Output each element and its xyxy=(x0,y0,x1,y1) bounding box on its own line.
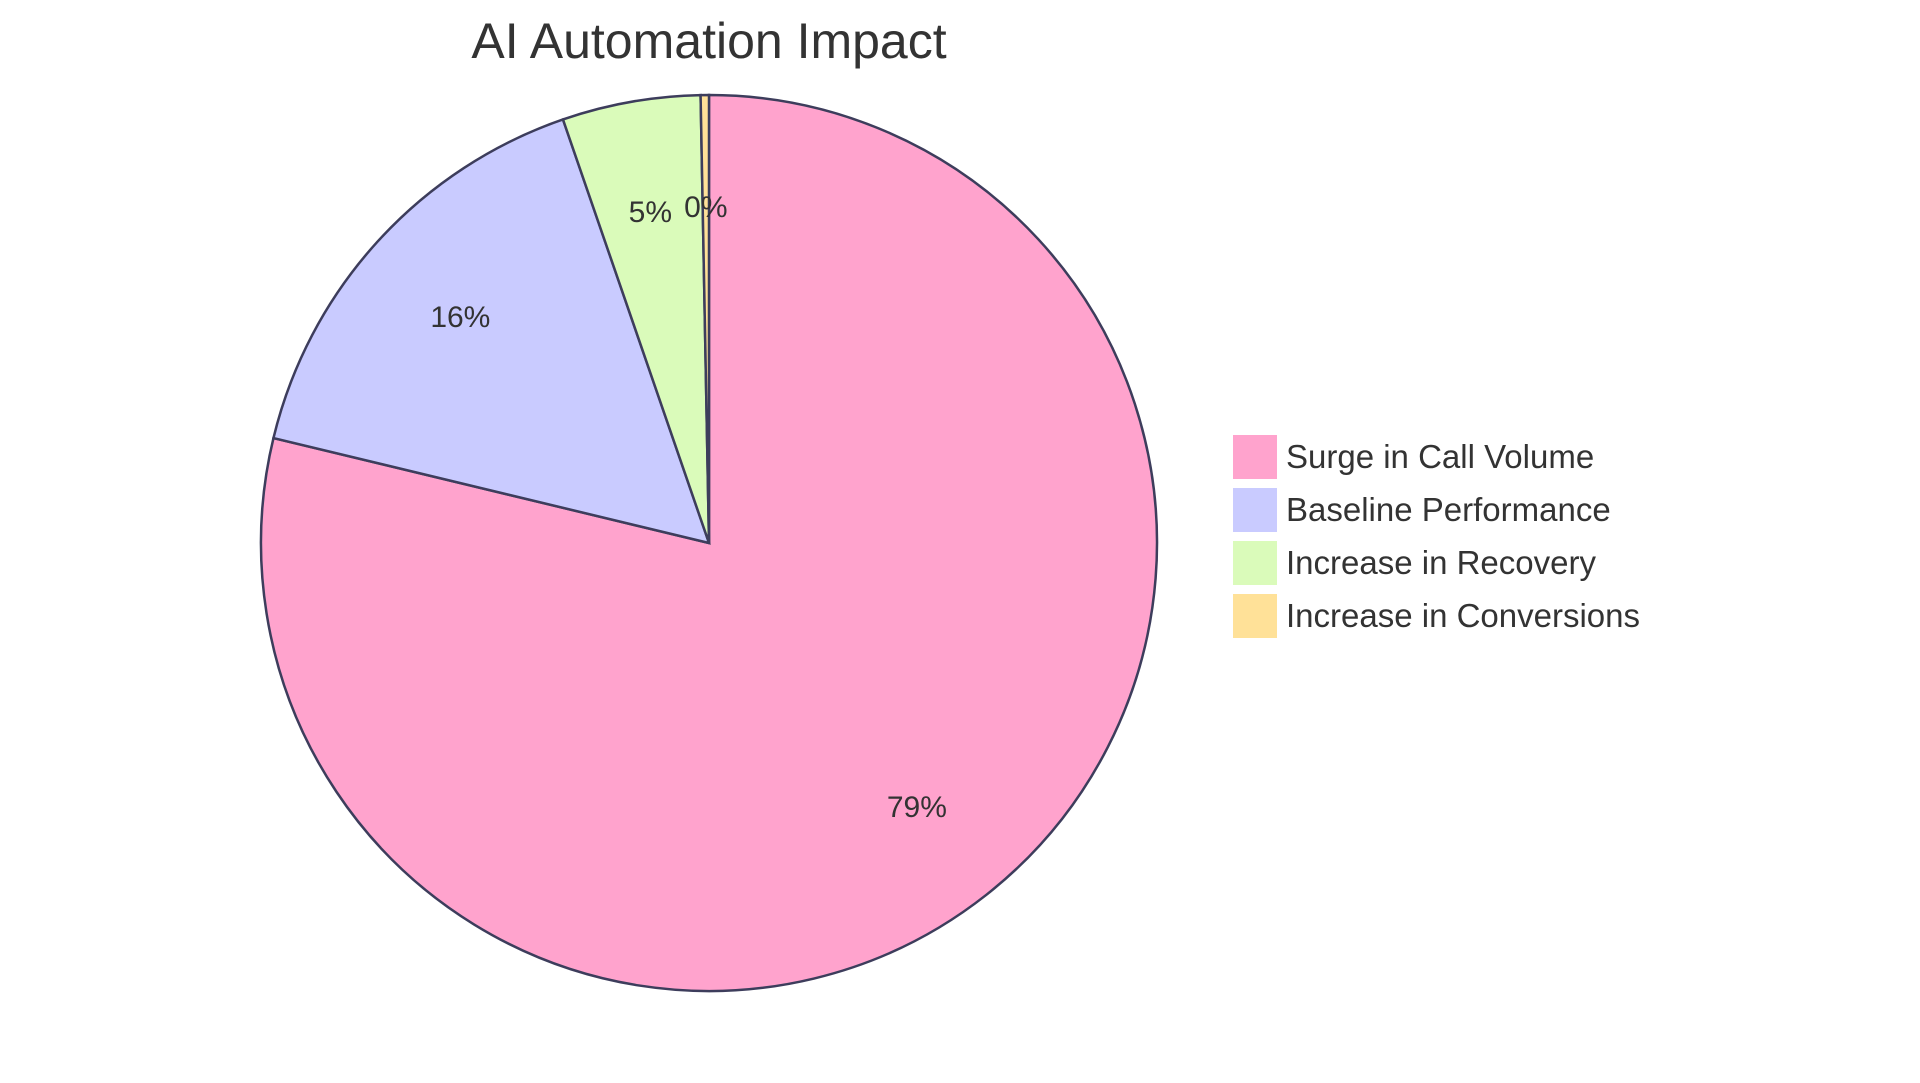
slice-label-increase-in-recovery: 5% xyxy=(629,196,672,229)
legend: Surge in Call Volume Baseline Performance… xyxy=(1233,435,1640,638)
legend-swatch-surge-in-call-volume xyxy=(1233,435,1277,479)
legend-label-surge-in-call-volume: Surge in Call Volume xyxy=(1286,438,1594,475)
pie-slices xyxy=(259,93,1159,993)
legend-label-increase-in-conversions: Increase in Conversions xyxy=(1286,597,1640,634)
pie-slice-labels: 79% 16% 5% 0% xyxy=(430,191,947,824)
pie-slice-increase-in-conversions xyxy=(699,93,711,544)
legend-label-baseline-performance: Baseline Performance xyxy=(1286,491,1611,528)
slice-label-increase-in-conversions: 0% xyxy=(684,191,727,224)
legend-label-increase-in-recovery: Increase in Recovery xyxy=(1286,544,1596,581)
pie-slice-baseline-performance xyxy=(271,117,711,545)
chart-title: AI Automation Impact xyxy=(471,13,946,69)
legend-swatch-increase-in-recovery xyxy=(1233,541,1277,585)
legend-swatch-increase-in-conversions xyxy=(1233,594,1277,638)
legend-swatch-baseline-performance xyxy=(1233,488,1277,532)
slice-label-surge-in-call-volume: 79% xyxy=(887,791,947,824)
slice-label-baseline-performance: 16% xyxy=(430,301,490,334)
